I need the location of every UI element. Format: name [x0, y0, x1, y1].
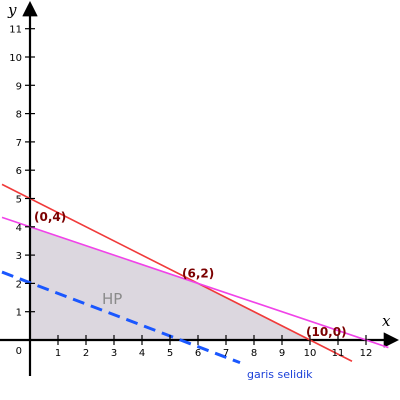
x-tick-label: 2	[83, 348, 89, 359]
feasible-region	[30, 226, 310, 340]
vertex-label: (10,0)	[306, 325, 347, 339]
y-tick-label: 8	[16, 110, 22, 121]
x-tick-label: 9	[279, 348, 285, 359]
region-label: HP	[102, 290, 122, 308]
y-tick-label: 4	[16, 223, 22, 234]
objective-line	[1, 270, 241, 365]
y-tick-label: 3	[16, 251, 22, 262]
x-tick-label: 12	[360, 348, 373, 359]
x-tick-label: 7	[223, 348, 229, 359]
constraint-line-1	[1, 183, 353, 362]
x-tick-label: 6	[195, 348, 201, 359]
x-tick-label: 3	[111, 348, 117, 359]
origin-label: 0	[16, 346, 22, 357]
x-tick-label: 11	[332, 348, 345, 359]
y-tick-label: 2	[16, 279, 22, 290]
x-tick-label: 4	[139, 348, 145, 359]
y-tick-label: 7	[16, 138, 22, 149]
y-tick-label: 6	[16, 166, 22, 177]
objective-line-label: garis selidik	[247, 368, 313, 381]
y-tick-label: 1	[16, 308, 22, 319]
x-tick-label: 10	[304, 348, 317, 359]
x-tick-label: 8	[251, 348, 257, 359]
x-axis-label: x	[382, 312, 391, 330]
y-tick-label: 9	[16, 81, 22, 92]
x-tick-label: 5	[167, 348, 173, 359]
constraint-line-2	[1, 216, 389, 349]
y-axis-label: y	[7, 1, 17, 19]
x-tick-label: 1	[55, 348, 61, 359]
y-tick-label: 5	[16, 195, 22, 206]
y-tick-label: 10	[9, 53, 22, 64]
vertex-label: (0,4)	[34, 210, 66, 224]
y-tick-label: 11	[9, 25, 22, 36]
vertex-label: (6,2)	[182, 266, 214, 280]
